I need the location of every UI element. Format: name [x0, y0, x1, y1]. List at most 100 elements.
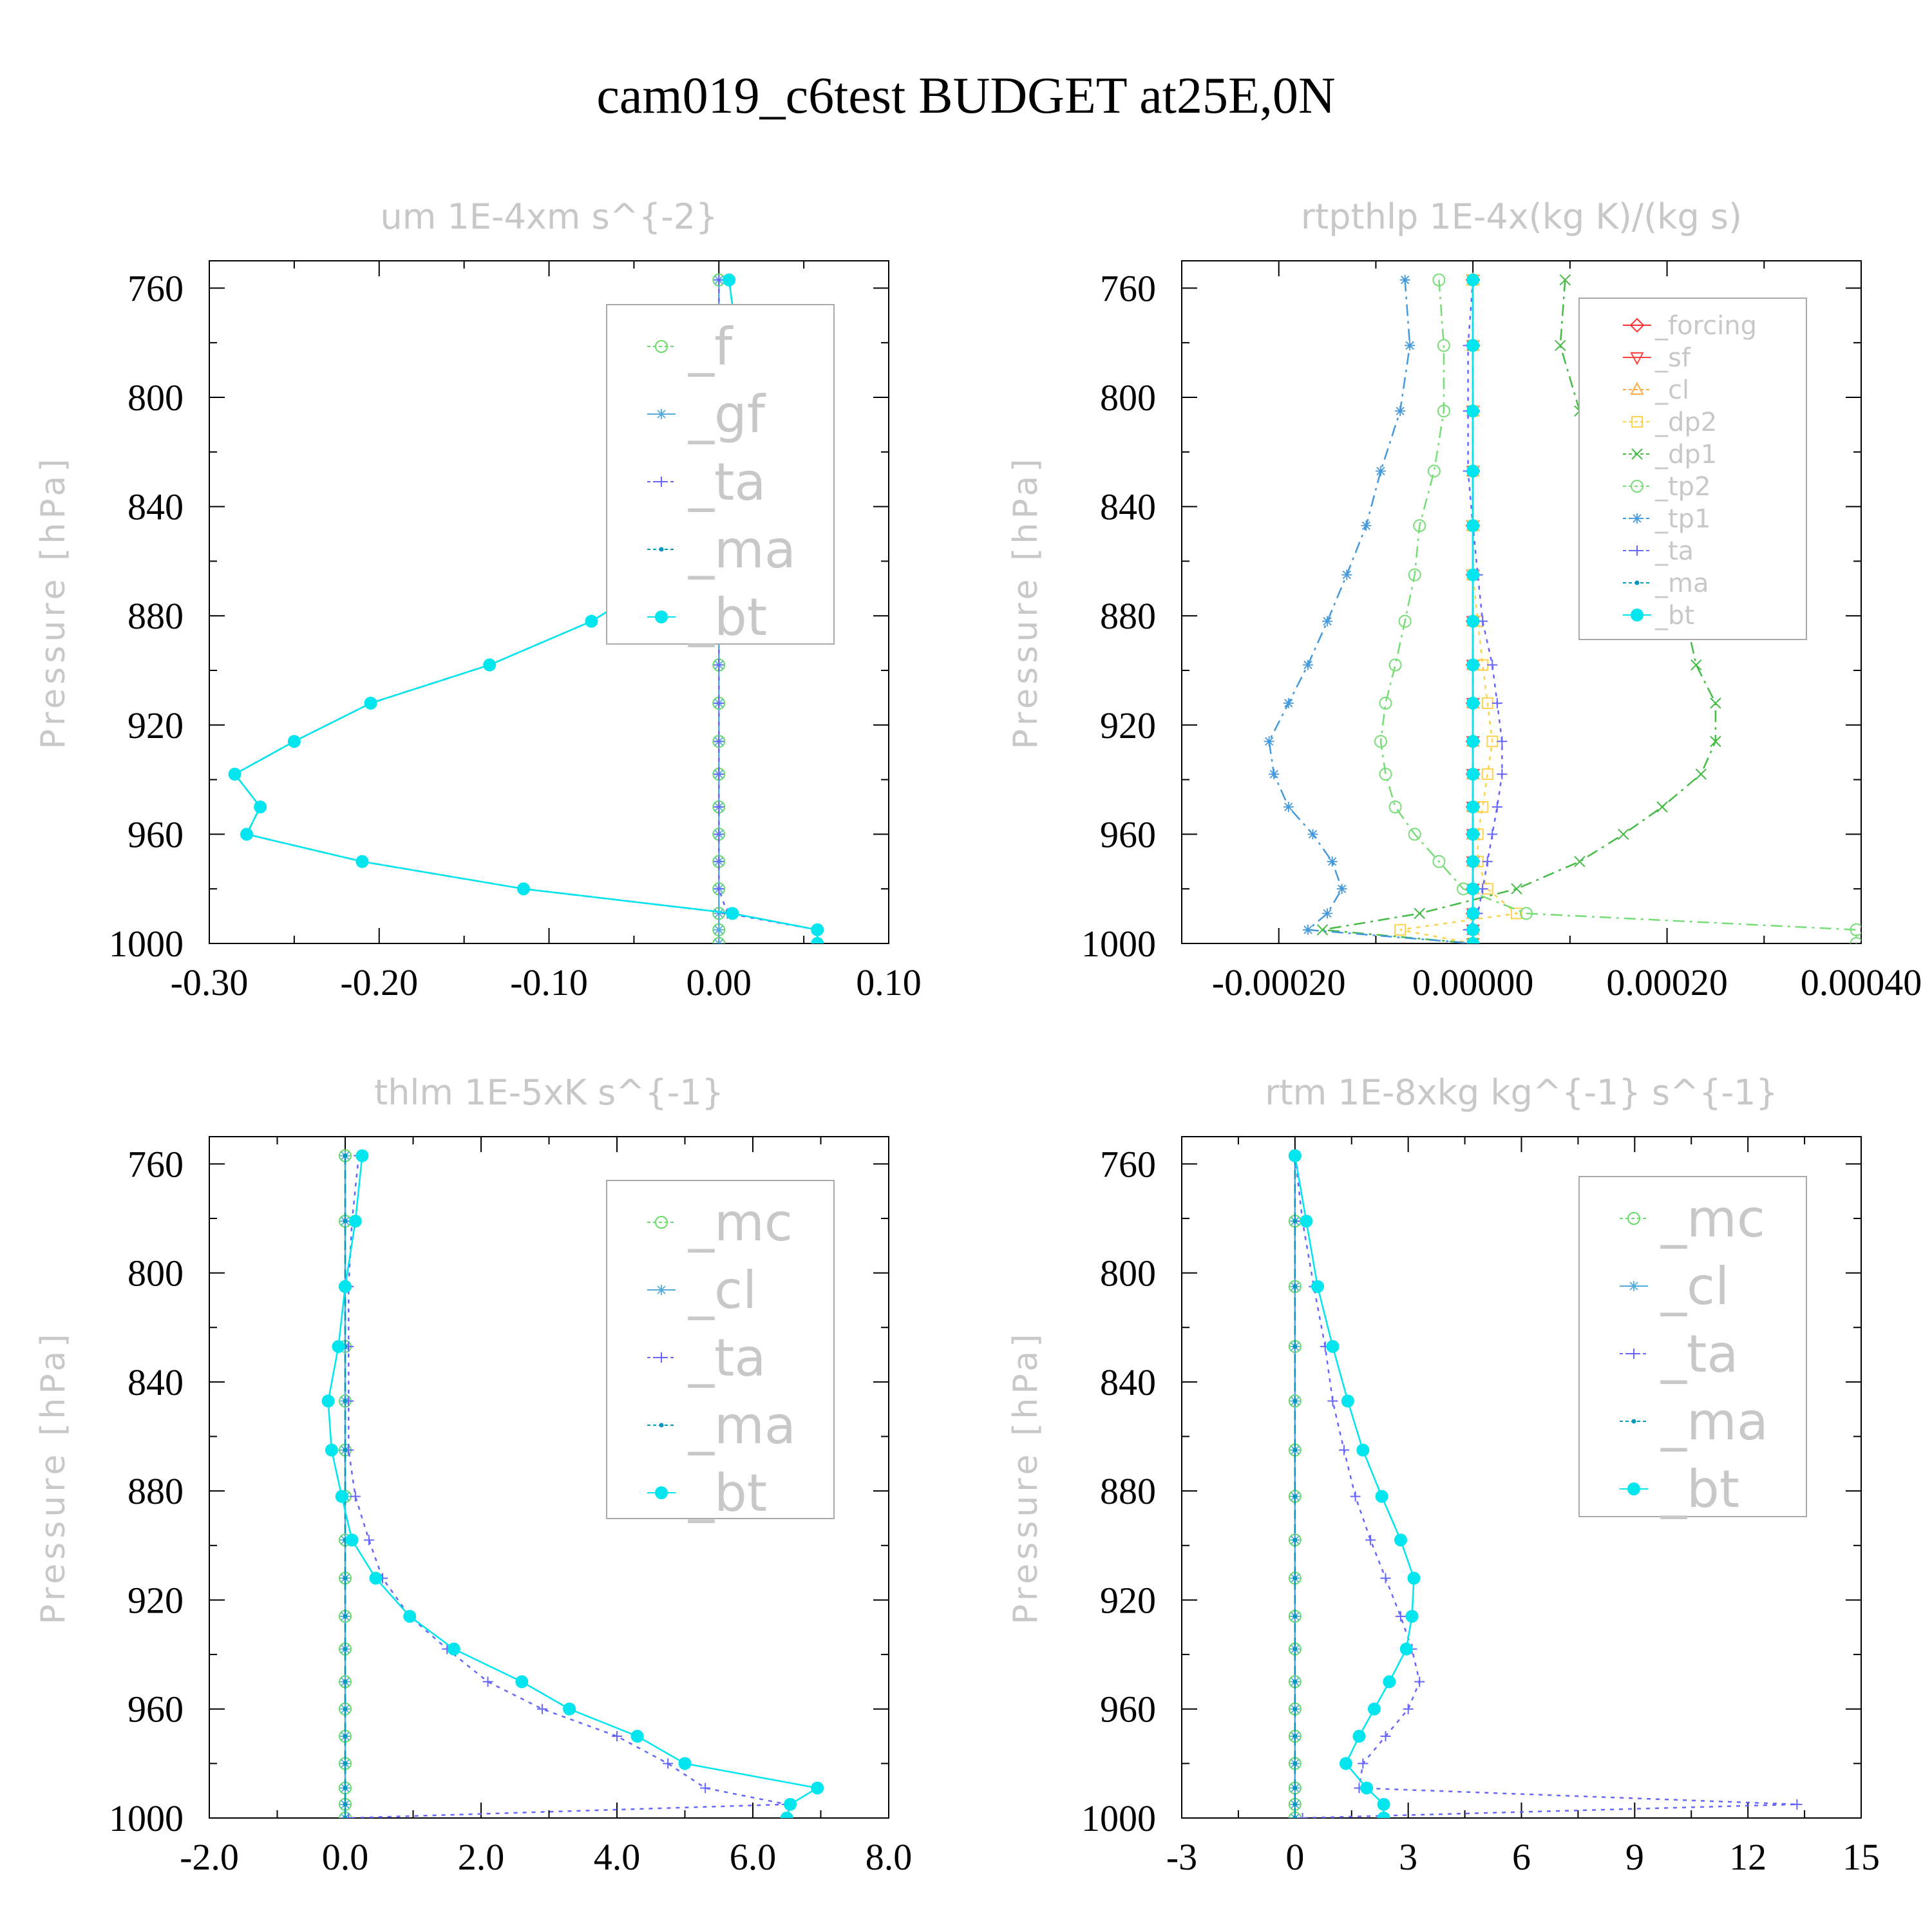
data-point	[1487, 829, 1498, 840]
data-point	[1511, 883, 1522, 895]
data-point	[325, 1443, 338, 1457]
data-point	[355, 1149, 369, 1162]
data-point	[1336, 884, 1347, 895]
data-point	[1388, 658, 1402, 672]
panel-3: thlm 1E-5xK s^{-1} Pressure [hPa] 760 800 84…	[34, 1072, 912, 1878]
y-tick-label: 880	[1100, 595, 1156, 637]
x-tick-label: 0.00000	[1412, 961, 1534, 1003]
plot-area	[1288, 1149, 1803, 1818]
series-line	[1399, 279, 1519, 943]
data-point	[1466, 273, 1480, 287]
data-point	[335, 1490, 348, 1503]
data-point	[714, 829, 724, 840]
data-point	[1361, 520, 1372, 531]
data-point	[1427, 464, 1441, 478]
y-tick-label: 920	[128, 705, 184, 746]
data-point	[1326, 1340, 1340, 1353]
data-point	[1360, 1781, 1374, 1795]
data-point	[1466, 768, 1480, 781]
data-point	[1482, 856, 1493, 867]
data-point	[1377, 1797, 1390, 1811]
y-tick-label: 840	[128, 1361, 184, 1403]
legend-marker	[1631, 1419, 1636, 1424]
data-point	[1394, 1533, 1407, 1547]
x-tick-label: 9	[1625, 1836, 1644, 1878]
data-point	[1850, 937, 1861, 943]
data-point	[1466, 855, 1480, 868]
data-point	[1399, 274, 1410, 285]
legend-label: _ma	[688, 1396, 796, 1455]
x-tick-label: 3	[1399, 1836, 1417, 1878]
y-tick-label: 800	[128, 1253, 184, 1294]
panel-title: rtpthlp 1E-4x(kg K)/(kg s)	[1301, 196, 1742, 237]
data-point	[355, 855, 369, 868]
data-point	[714, 856, 724, 867]
panel-4: rtm 1E-8xkg kg^{-1} s^{-1} Pressure [hPa]…	[1007, 1072, 1880, 1878]
data-point	[1293, 1576, 1298, 1581]
data-point	[1293, 1802, 1298, 1807]
legend-label: _dp2	[1654, 408, 1717, 437]
legend-label: _ta	[1660, 1324, 1738, 1384]
data-point	[343, 1815, 348, 1818]
plot-area	[321, 1149, 824, 1818]
data-point	[1356, 1443, 1370, 1457]
data-point	[1466, 339, 1480, 352]
x-tick-label: -0.30	[171, 961, 249, 1003]
data-point	[1293, 1785, 1298, 1790]
y-tick-label: 880	[1100, 1470, 1156, 1512]
data-point	[343, 1813, 354, 1818]
y-tick-label: 760	[1100, 1143, 1156, 1185]
legend-label: _ta	[688, 1328, 766, 1388]
data-point	[1432, 855, 1446, 868]
data-point	[1293, 1344, 1298, 1349]
data-point	[811, 937, 824, 943]
plot-area	[1264, 272, 1861, 943]
x-tick-label: -0.00020	[1212, 961, 1346, 1003]
data-point	[1293, 1679, 1298, 1684]
data-point	[811, 1781, 824, 1795]
legend-label: _tp2	[1654, 472, 1711, 502]
data-point	[700, 1783, 711, 1794]
data-point	[1414, 907, 1425, 920]
legend-marker	[1629, 1349, 1639, 1359]
data-point	[345, 1533, 359, 1547]
data-point	[1341, 569, 1352, 580]
data-point	[343, 1448, 348, 1453]
legend-marker	[1630, 381, 1644, 395]
data-point	[343, 1218, 348, 1224]
x-tick-label: 0.00040	[1801, 961, 1922, 1003]
legend-marker	[1630, 352, 1644, 366]
legend-marker	[1631, 448, 1643, 460]
data-point	[1374, 735, 1387, 748]
data-point	[332, 1340, 345, 1353]
data-point	[1466, 614, 1480, 628]
data-point	[780, 1812, 793, 1818]
legend-label: _ta	[1654, 536, 1694, 566]
data-point	[1293, 1815, 1298, 1818]
data-point	[1302, 924, 1313, 935]
data-point	[1466, 882, 1480, 896]
data-point	[1466, 658, 1480, 672]
data-point	[364, 696, 377, 710]
data-point	[1352, 1730, 1366, 1743]
data-point	[343, 1614, 348, 1619]
legend-label: _ma	[688, 520, 796, 580]
data-point	[343, 1734, 348, 1739]
y-tick-label: 1000	[1081, 1797, 1156, 1839]
data-point	[1466, 923, 1480, 936]
data-point	[1520, 907, 1533, 920]
legend-label: _bt	[1660, 1459, 1739, 1519]
data-point	[1316, 924, 1329, 936]
data-point	[811, 923, 824, 936]
data-point	[350, 1491, 361, 1502]
legend-label: _forcing	[1654, 311, 1757, 341]
data-point	[1293, 1448, 1298, 1453]
data-point	[714, 884, 724, 895]
data-point	[1574, 856, 1586, 867]
data-point	[1407, 1571, 1421, 1585]
data-point	[714, 769, 724, 780]
data-point	[1322, 908, 1333, 919]
series-ta	[1463, 274, 1508, 943]
legend-label: _ma	[1654, 569, 1709, 598]
data-point	[1341, 1394, 1354, 1408]
